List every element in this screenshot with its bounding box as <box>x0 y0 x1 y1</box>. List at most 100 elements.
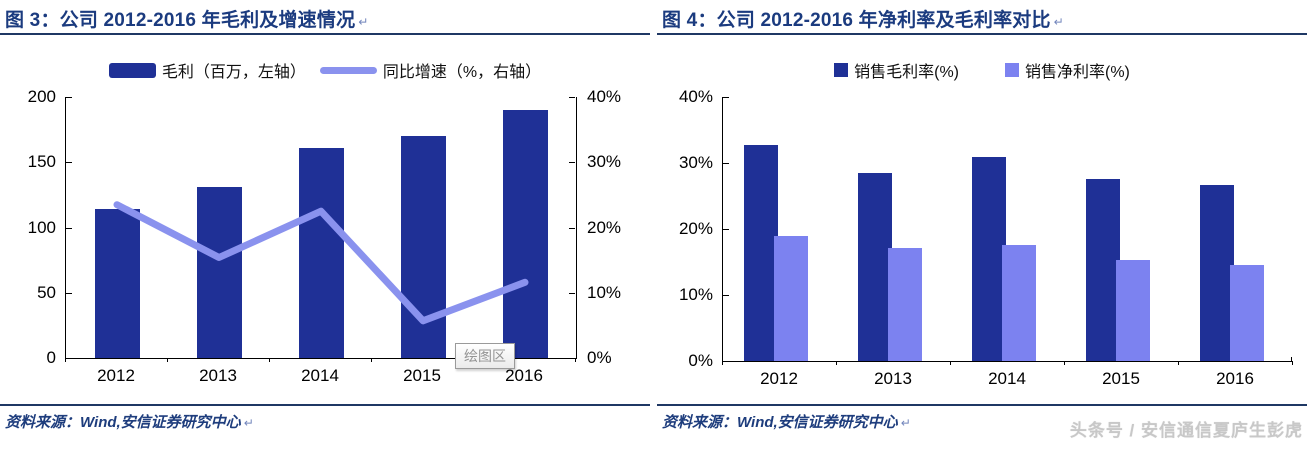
square-swatch-icon <box>1005 63 1019 77</box>
left-axis-tick-label: 100 <box>27 217 56 237</box>
gross-margin-bar-2016 <box>1200 184 1234 361</box>
right-axis-tick <box>569 292 575 294</box>
source-text: 资料来源：Wind,安信证券研究中心 <box>662 414 898 431</box>
legend-item-gross-profit: 毛利（百万，左轴） <box>108 58 306 82</box>
title-rule <box>0 33 650 35</box>
paragraph-mark-icon: ↵ <box>900 416 911 430</box>
gross-profit-bar-2016 <box>502 110 548 358</box>
x-axis-tick <box>1064 361 1065 365</box>
x-axis-end-tick <box>1291 357 1292 361</box>
x-axis-label-2013: 2013 <box>199 366 237 385</box>
figure-4-plot-area <box>722 97 1293 362</box>
y-axis-tick-label: 10% <box>678 285 713 304</box>
legend-label: 销售净利率(%) <box>1025 64 1130 81</box>
source-text: 资料来源：Wind,安信证券研究中心 <box>5 414 241 431</box>
legend-item-net-margin: 销售净利率(%) <box>1005 58 1130 82</box>
left-axis-tick-label: 200 <box>27 87 56 106</box>
right-axis-tick-label: 30% <box>587 152 622 172</box>
left-axis-tick <box>66 97 72 98</box>
left-axis-tick <box>66 162 72 164</box>
x-axis-tick <box>722 361 723 365</box>
x-axis-label-2016: 2016 <box>505 366 543 385</box>
line-swatch-icon <box>319 66 377 74</box>
y-axis-tick <box>723 229 729 230</box>
figure-3-source-note: 资料来源：Wind,安信证券研究中心 ↵ <box>5 411 254 432</box>
left-axis-tick <box>66 292 72 294</box>
x-axis-tick <box>575 358 576 362</box>
yoy-growth-polyline <box>113 201 529 325</box>
figure-3-plot-area <box>65 97 577 359</box>
y-axis-tick <box>723 163 729 164</box>
net-margin-bar-2015 <box>1116 260 1150 361</box>
left-axis-tick-label: 150 <box>27 152 56 172</box>
net-margin-bar-2012 <box>774 236 808 361</box>
gross-profit-bar-2013 <box>196 187 242 358</box>
footer-rule <box>0 404 650 406</box>
x-axis-tick <box>1178 361 1179 365</box>
x-axis-tick <box>167 358 168 362</box>
right-axis-tick <box>569 227 575 229</box>
gross-profit-bar-2014 <box>298 147 344 358</box>
x-axis-tick <box>371 358 372 362</box>
title-rule <box>657 33 1307 35</box>
y-axis-tick-label: 20% <box>678 219 713 238</box>
x-axis-tick <box>950 361 951 365</box>
legend-label: 销售毛利率(%) <box>854 64 959 81</box>
x-axis-tick <box>269 358 270 362</box>
footer-rule <box>657 404 1307 406</box>
figure-4-title-text: 图 4：公司 2012-2016 年净利率及毛利率对比 <box>662 10 1051 31</box>
figure-3-title-text: 图 3：公司 2012-2016 年毛利及增速情况 <box>5 10 356 31</box>
x-axis-label-2014: 2014 <box>988 369 1026 388</box>
gross-profit-bar-2012 <box>94 209 140 358</box>
paragraph-mark-icon: ↵ <box>1053 15 1064 29</box>
x-axis-label-2013: 2013 <box>874 369 912 388</box>
right-axis-tick <box>569 162 575 164</box>
legend-item-yoy-growth: 同比增速（%，右轴） <box>319 58 542 82</box>
legend-label: 同比增速（%，右轴） <box>382 64 542 81</box>
x-axis-label-2012: 2012 <box>97 366 135 385</box>
x-axis-label-2014: 2014 <box>301 366 339 385</box>
paragraph-mark-icon: ↵ <box>243 416 254 430</box>
x-axis-label-2015: 2015 <box>1102 369 1140 388</box>
net-margin-bar-2013 <box>888 248 922 361</box>
y-axis-tick-label: 30% <box>678 153 713 172</box>
right-axis-tick-label: 20% <box>587 217 622 237</box>
y-axis-tick <box>723 295 729 296</box>
figure-3-title: 图 3：公司 2012-2016 年毛利及增速情况 ↵ <box>5 5 369 32</box>
bar-swatch-icon <box>108 62 156 78</box>
gross-margin-bar-2015 <box>1086 178 1120 361</box>
gross-margin-bar-2013 <box>858 172 892 361</box>
square-swatch-icon <box>834 63 849 77</box>
x-axis-tick <box>836 361 837 365</box>
plot-area-tooltip: 绘图区 <box>455 343 515 369</box>
figure-4-title: 图 4：公司 2012-2016 年净利率及毛利率对比 ↵ <box>662 5 1064 32</box>
legend-item-gross-margin: 销售毛利率(%) <box>834 58 959 82</box>
y-axis-tick-label: 40% <box>678 87 713 106</box>
figure-4-panel: 图 4：公司 2012-2016 年净利率及毛利率对比 ↵ 销售毛利率(%) 销售净… <box>657 0 1307 450</box>
right-axis-tick <box>569 97 575 98</box>
right-axis-tick-label: 0% <box>587 348 612 367</box>
figure-3-panel: 图 3：公司 2012-2016 年毛利及增速情况 ↵ 毛利（百万，左轴） 同比增速… <box>0 0 650 450</box>
x-axis-label-2012: 2012 <box>760 369 798 388</box>
x-axis-label-2015: 2015 <box>403 366 441 385</box>
right-axis-tick-label: 40% <box>587 87 622 106</box>
figure-4-source-note: 资料来源：Wind,安信证券研究中心 ↵ <box>662 411 911 432</box>
paragraph-mark-icon: ↵ <box>358 15 369 29</box>
watermark: 头条号 / 安信通信夏庐生彭虎 <box>1069 421 1303 440</box>
legend-label: 毛利（百万，左轴） <box>161 64 306 81</box>
x-axis-label-2016: 2016 <box>1216 369 1254 388</box>
net-margin-bar-2014 <box>1002 244 1036 361</box>
x-axis-tick <box>65 358 66 362</box>
gross-margin-bar-2014 <box>972 157 1006 361</box>
yoy-growth-line <box>113 201 529 325</box>
y-axis-tick <box>723 97 729 98</box>
figure-3-legend: 毛利（百万，左轴） 同比增速（%，右轴） <box>0 58 650 82</box>
right-axis-tick-label: 10% <box>587 282 622 302</box>
y-axis-tick-label: 0% <box>688 351 713 370</box>
net-margin-bar-2016 <box>1230 264 1264 361</box>
left-axis-tick <box>66 227 72 229</box>
gross-margin-bar-2012 <box>744 144 778 361</box>
x-axis-tick <box>1292 361 1293 365</box>
left-axis-tick-label: 50 <box>37 282 56 302</box>
left-axis-tick-label: 0 <box>46 348 56 367</box>
